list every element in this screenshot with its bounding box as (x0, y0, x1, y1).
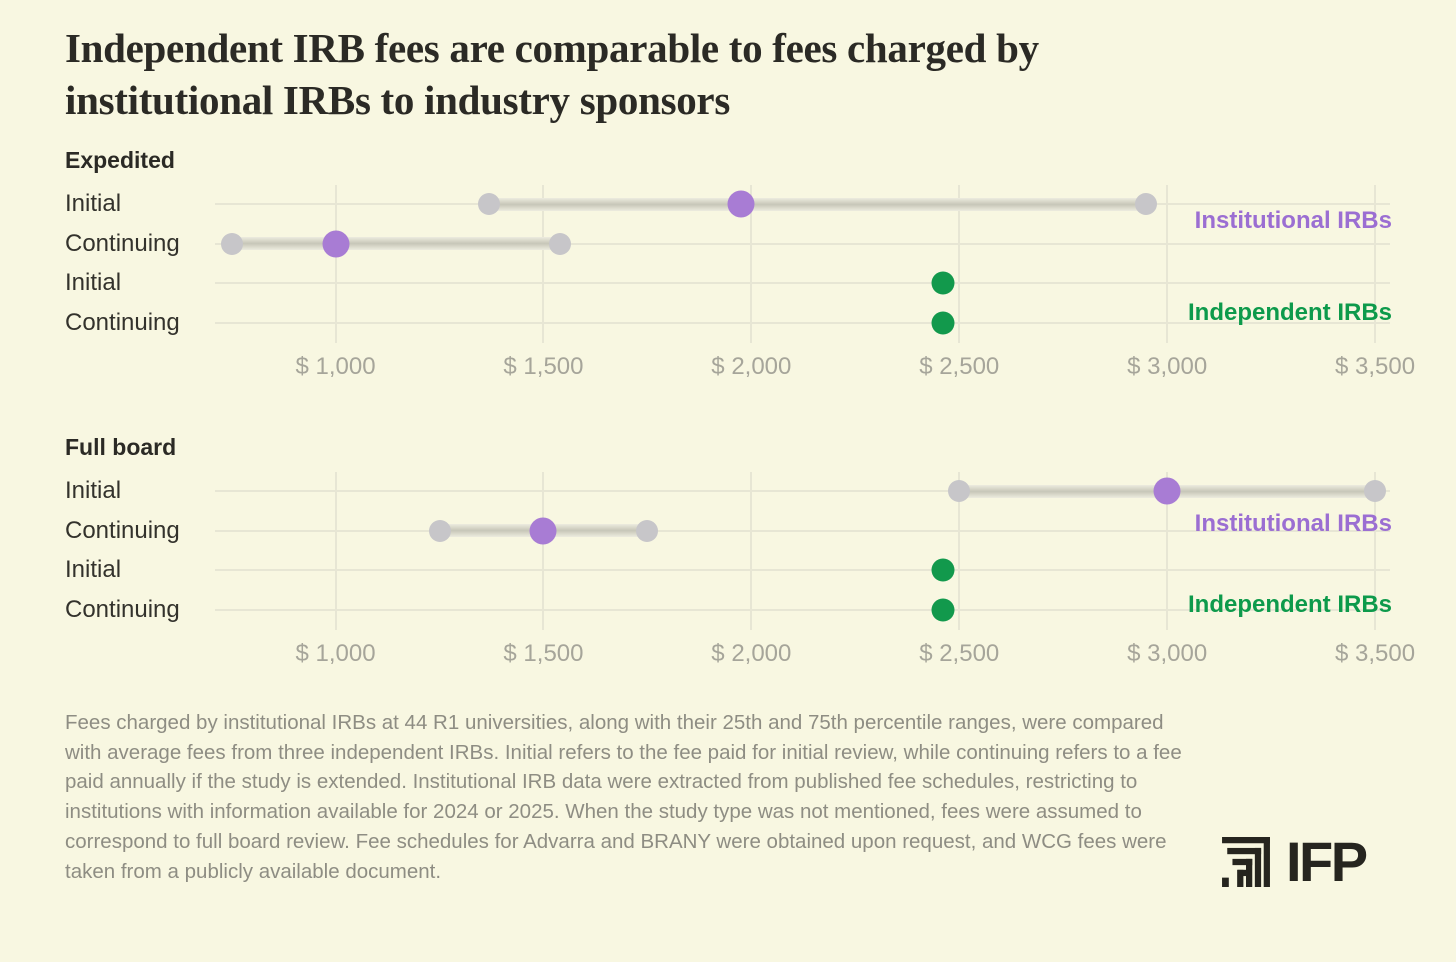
row-label-institutional-irbs-continuing: Continuing (65, 229, 180, 257)
x-tick-label: $ 1,500 (503, 640, 584, 667)
row-label-independent-irbs-continuing: Continuing (65, 309, 180, 336)
x-tick-label: $ 3,000 (1127, 353, 1208, 380)
legend-independent-irbs: Independent IRBs (1187, 591, 1392, 618)
dot-median-initial (727, 190, 755, 218)
v-gridline (542, 185, 545, 343)
row-label-independent-irbs-initial: Initial (65, 556, 122, 584)
v-gridline (334, 472, 337, 630)
ifp-logo: IFP (1222, 830, 1368, 893)
dot-median-continuing (322, 230, 350, 258)
dot-p75-initial (1135, 193, 1158, 215)
panel-expedited: Expedited Institutional IRBs Independent I… (0, 147, 1456, 392)
x-tick-label: $ 1,000 (295, 353, 376, 380)
ifp-logo-text: IFP (1286, 830, 1368, 893)
row-gridline (215, 569, 1390, 572)
dot-independent-continuing (931, 598, 955, 622)
v-gridline (334, 185, 337, 343)
x-tick-label: $ 2,500 (919, 353, 1000, 380)
row-label-independent-irbs-continuing: Continuing (65, 596, 180, 623)
row-gridline (215, 282, 1390, 285)
row-gridline (215, 490, 1390, 492)
dot-independent-initial (931, 558, 955, 582)
v-gridline (1166, 185, 1169, 343)
x-tick-label: $ 3,500 (1334, 640, 1416, 667)
x-tick-label: $ 1,000 (295, 640, 376, 667)
row-label-independent-irbs-initial: Initial (65, 269, 122, 297)
legend-independent-irbs: Independent IRBs (1187, 299, 1392, 326)
x-axis-expedited: $ 1,000 $ 1,500 $ 2,000 $ 2,500 $ 3,000 $ 3,5… (215, 353, 1416, 387)
dot-independent-initial (931, 271, 955, 295)
dot-independent-continuing (931, 311, 955, 335)
legend-institutional-irbs: Institutional IRBs (1194, 207, 1392, 234)
x-tick-label: $ 2,000 (711, 640, 792, 667)
v-gridline (750, 185, 753, 343)
row-label-institutional-irbs-continuing: Continuing (65, 516, 180, 544)
footnote: Fees charged by institutional IRBs at 44… (65, 711, 1182, 883)
x-tick-label: $ 1,500 (503, 353, 584, 380)
dot-p25-initial (478, 193, 501, 215)
dot-median-initial (1153, 477, 1181, 505)
row-gridline (215, 609, 1390, 611)
x-tick-label: $ 2,500 (919, 640, 1000, 667)
dot-p25-continuing (428, 519, 451, 542)
x-axis-full-board: $ 1,000 $ 1,500 $ 2,000 $ 2,500 $ 3,000 $ 3,5… (215, 640, 1416, 674)
dot-p25-continuing (220, 232, 243, 255)
percentile-range-bar (231, 237, 561, 251)
v-gridline (958, 185, 961, 343)
page-title: Independent IRB fees are comparable to f… (65, 25, 1039, 124)
v-gridline (1374, 472, 1377, 630)
ifp-logo-mark-icon (1222, 837, 1270, 887)
v-gridline (542, 472, 545, 630)
panel-full-board: Full board Institutional IRBs Independent … (0, 434, 1456, 679)
panel-heading-expedited: Expedited (65, 147, 175, 173)
plot-area-full-board: Institutional IRBs Independent IRBs (215, 472, 1392, 630)
row-gridline (215, 322, 1390, 324)
v-gridline (750, 472, 753, 630)
dot-p75-continuing (636, 519, 659, 542)
row-label-institutional-irbs-initial: Initial (65, 190, 122, 217)
x-tick-label: $ 3,000 (1127, 640, 1208, 667)
row-gridline (215, 529, 1390, 532)
v-gridline (1166, 472, 1169, 630)
x-tick-label: $ 2,000 (711, 353, 792, 380)
dot-p75-continuing (549, 232, 572, 255)
dot-median-continuing (529, 517, 557, 545)
v-gridline (1374, 185, 1377, 343)
legend-institutional-irbs: Institutional IRBs (1194, 510, 1392, 537)
percentile-range-bar (489, 197, 1147, 211)
v-gridline (958, 472, 961, 630)
row-label-institutional-irbs-initial: Initial (65, 477, 122, 504)
row-gridline (215, 242, 1390, 245)
dot-p75-initial (1364, 480, 1387, 502)
panel-heading-full-board: Full board (65, 434, 177, 460)
dot-p25-initial (948, 480, 971, 502)
plot-area-expedited: Institutional IRBs Independent IRBs (215, 185, 1392, 343)
x-tick-label: $ 3,500 (1334, 353, 1416, 380)
